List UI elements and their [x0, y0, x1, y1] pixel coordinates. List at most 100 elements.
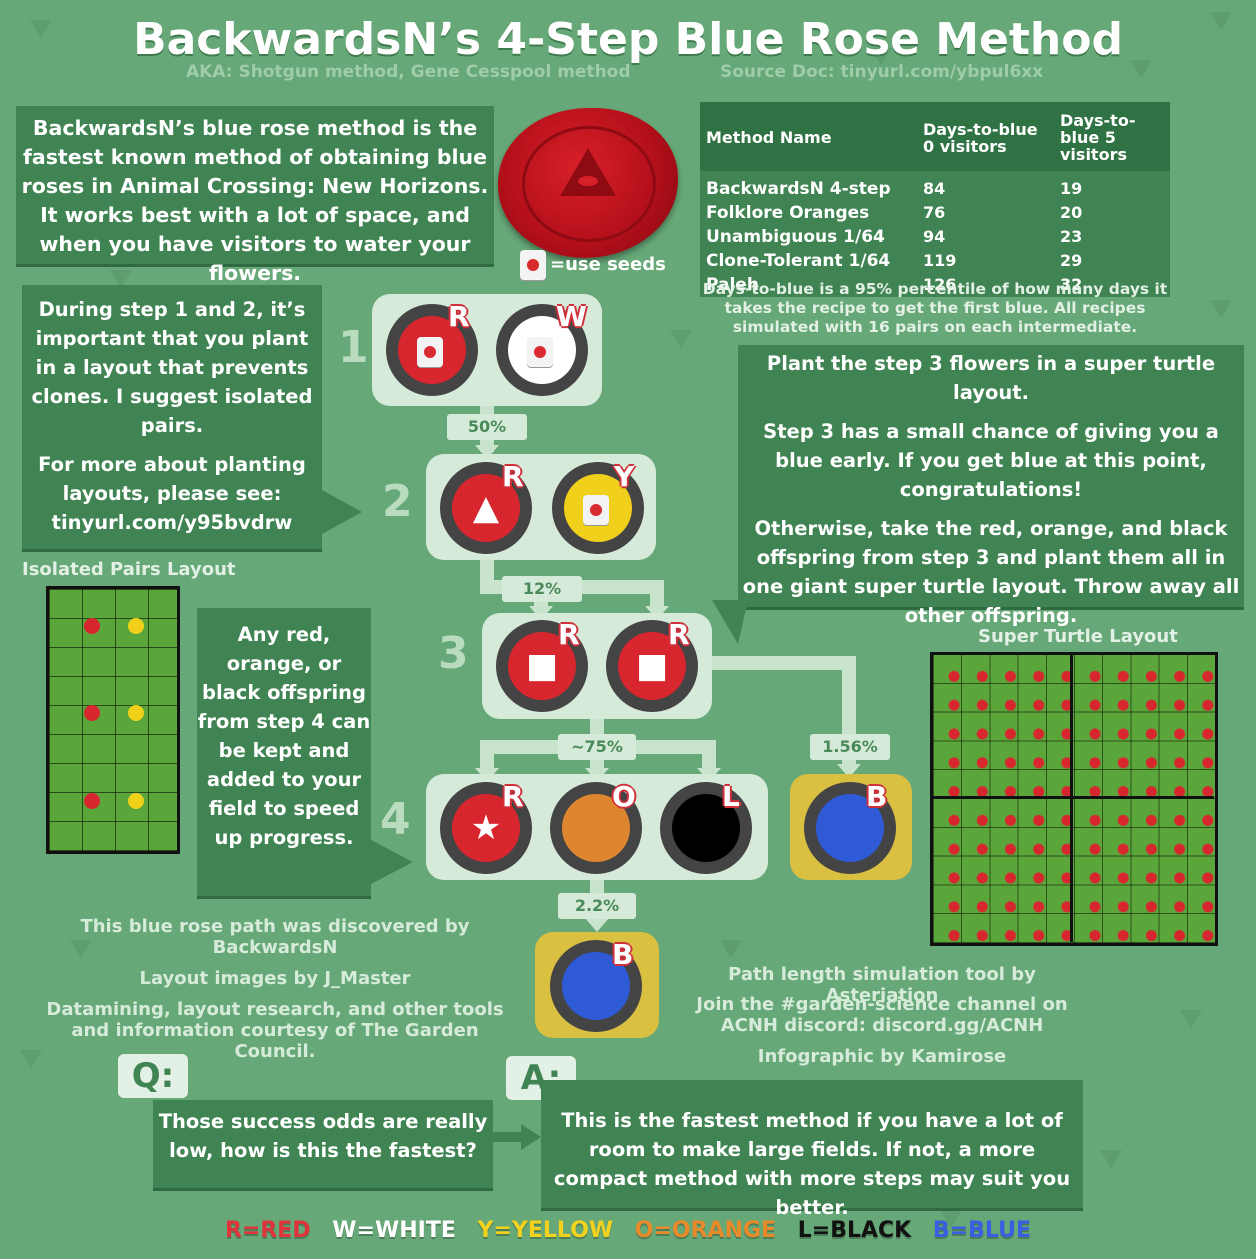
- credit-discord: Join the #garden-science channel on ACNH…: [696, 994, 1068, 1036]
- isolated-layout-label: Isolated Pairs Layout: [22, 559, 236, 580]
- step3-advice-box: Plant the step 3 flowers in a super turt…: [738, 345, 1244, 627]
- step-number: 1: [338, 322, 369, 373]
- odds-label: 1.56%: [810, 734, 890, 760]
- legend-orange: O=ORANGE: [634, 1218, 777, 1243]
- layout-advice-text: During step 1 and 2, it’s important that…: [31, 298, 313, 437]
- credit-infographic: Infographic by Kamirose: [757, 1046, 1007, 1067]
- letter-l: L: [722, 780, 740, 813]
- step-number: 4: [380, 794, 411, 845]
- bg-decoration: [1130, 60, 1152, 78]
- flow-connector: [650, 590, 664, 610]
- seed-bag-icon: [417, 336, 443, 367]
- legend-blue: B=BLUE: [932, 1218, 1031, 1243]
- letter-r: R: [558, 618, 580, 651]
- bg-decoration: [1100, 1150, 1122, 1168]
- yellow-rose-icon: [128, 705, 144, 721]
- legend-yellow: Y=YELLOW: [477, 1218, 614, 1243]
- flow-connector: [702, 748, 716, 770]
- table-row: Paleh 126 32: [706, 275, 1083, 295]
- red-triangle-flower: ▲: [440, 462, 532, 554]
- letter-y: Y: [614, 460, 635, 493]
- use-seeds-label: =use seeds: [550, 254, 666, 275]
- red-star-flower: ★: [440, 782, 532, 874]
- table-row: Clone-Tolerant 1/64 119 29: [706, 251, 1083, 271]
- blue-flower-final: [550, 940, 642, 1032]
- isolated-pairs-layout-image: [46, 586, 180, 854]
- bg-decoration: [110, 270, 132, 288]
- wax-seal-image: [498, 108, 678, 258]
- table-footnote: Days-to-blue is a 95% percentile of how …: [702, 280, 1168, 336]
- letter-r: R: [668, 618, 690, 651]
- qa-arrow: [521, 1124, 541, 1150]
- use-seeds-legend: =use seeds: [520, 250, 666, 280]
- black-flower: [660, 782, 752, 874]
- layout-link-text: For more about planting layouts, please …: [38, 453, 306, 534]
- letter-o: O: [612, 780, 636, 813]
- source-link[interactable]: Source Doc: tinyurl.com/ybpul6xx: [720, 62, 1044, 82]
- question-label: Q:: [118, 1054, 188, 1098]
- yellow-rose-icon: [128, 618, 144, 634]
- intro-box: BackwardsN’s blue rose method is the fas…: [16, 106, 494, 285]
- odds-label: 2.2%: [558, 893, 636, 919]
- letter-r: R: [502, 460, 524, 493]
- credit-datamining: Datamining, layout research, and other t…: [46, 999, 504, 1062]
- method-comparison-table: Method Name Days-to-blue 0 visitors Days…: [700, 102, 1170, 297]
- turtle-layout-label: Super Turtle Layout: [978, 626, 1178, 647]
- layout-divider: [932, 796, 1214, 799]
- bg-decoration: [720, 940, 742, 958]
- red-square-flower: ■: [606, 620, 698, 712]
- table-row: Folklore Oranges 76 20: [706, 203, 1083, 223]
- blue-flower-early: [804, 782, 896, 874]
- letter-b: B: [866, 780, 888, 813]
- bg-decoration: [940, 1210, 962, 1228]
- legend-black: L=BLACK: [797, 1218, 912, 1243]
- credit-simulation: Path length simulation tool by Asteriati…: [728, 964, 1036, 1006]
- bg-decoration: [1210, 12, 1232, 30]
- color-legend: R=RED W=WHITE Y=YELLOW O=ORANGE L=BLACK …: [0, 1218, 1256, 1243]
- step-number: 2: [382, 476, 413, 527]
- red-seed-flower: [386, 304, 478, 396]
- letter-w: W: [556, 300, 587, 333]
- question-box: Those success odds are really low, how i…: [153, 1100, 493, 1188]
- letter-b: B: [612, 938, 634, 971]
- odds-label: 50%: [447, 414, 527, 440]
- callout-tail: [322, 490, 362, 534]
- legend-white: W=WHITE: [332, 1218, 456, 1243]
- odds-label: 12%: [502, 576, 582, 602]
- credit-layouts: Layout images by J_Master: [139, 968, 411, 989]
- white-seed-flower: [496, 304, 588, 396]
- yellow-rose-icon: [128, 793, 144, 809]
- red-rose-icon: [84, 705, 100, 721]
- table-row: BackwardsN 4-step 84 19: [706, 179, 1083, 199]
- yellow-seed-flower: [552, 462, 644, 554]
- bg-decoration: [870, 48, 892, 66]
- odds-label: ~75%: [558, 734, 636, 760]
- letter-r: R: [448, 300, 470, 333]
- bg-decoration: [670, 330, 692, 348]
- super-turtle-layout-image: [930, 652, 1218, 946]
- step-number: 3: [438, 628, 469, 679]
- bg-decoration: [1180, 1010, 1202, 1028]
- red-rose-icon: [84, 618, 100, 634]
- flow-arrow: [585, 918, 609, 932]
- orange-flower: [550, 782, 642, 874]
- seed-bag-icon: [583, 494, 609, 525]
- page-title: BackwardsN’s 4-Step Blue Rose Method: [133, 14, 1123, 65]
- letter-r: R: [502, 780, 524, 813]
- layout-advice-box: During step 1 and 2, it’s important that…: [22, 285, 322, 549]
- bg-decoration: [1210, 300, 1232, 318]
- bg-decoration: [30, 20, 52, 38]
- red-rose-icon: [84, 793, 100, 809]
- step4-advice-box: Any red, orange, or black offspring from…: [197, 608, 371, 896]
- flow-connector: [480, 748, 494, 770]
- table-header: Days-to-blue 5 visitors: [1054, 102, 1170, 171]
- aka-subtitle: AKA: Shotgun method, Gene Cesspool metho…: [186, 62, 631, 82]
- credit-discovery: This blue rose path was discovered by Ba…: [80, 916, 470, 958]
- table-header: Method Name: [700, 102, 917, 171]
- legend-red: R=RED: [224, 1218, 311, 1243]
- table-header: Days-to-blue 0 visitors: [917, 102, 1054, 171]
- red-square-flower: ■: [496, 620, 588, 712]
- qa-connector: [493, 1132, 523, 1142]
- bg-decoration: [20, 1050, 42, 1068]
- seed-bag-icon: [520, 250, 546, 280]
